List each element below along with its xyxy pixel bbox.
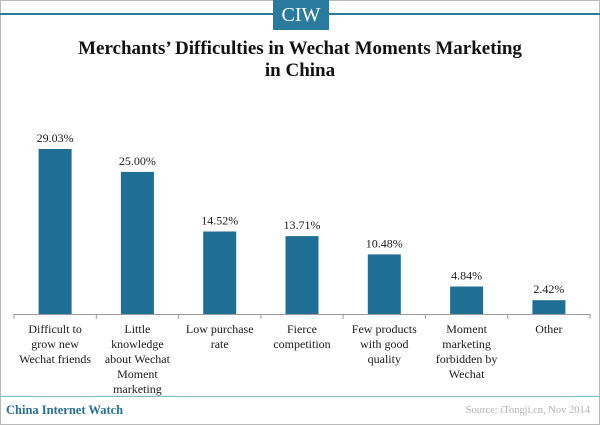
category-label-3: Low purchase rate bbox=[186, 322, 254, 351]
chart-title-line-2: in China bbox=[264, 60, 336, 81]
brand-footer: China Internet Watch bbox=[6, 403, 124, 417]
bottom-rule bbox=[0, 396, 600, 397]
value-label-6: 4.84% bbox=[451, 269, 482, 283]
bar-3 bbox=[203, 231, 237, 314]
value-label-3: 14.52% bbox=[201, 214, 238, 228]
category-label-7: Other bbox=[535, 322, 562, 336]
category-label-1: Difficult to grow new Wechat friends bbox=[19, 322, 91, 366]
category-label-5: Few products with good quality bbox=[352, 322, 417, 366]
chart-title-line-1: Merchants’ Difficulties in Wechat Moment… bbox=[78, 38, 522, 59]
category-label-6: Moment marketing forbidden by Wechat bbox=[436, 322, 498, 381]
bar-5 bbox=[367, 254, 401, 314]
value-label-1: 29.03% bbox=[37, 131, 74, 145]
category-label-4: Fierce competition bbox=[273, 322, 330, 351]
bar-2 bbox=[120, 171, 154, 314]
category-label-2: Little knowledge about Wechat Moment marketi… bbox=[105, 322, 171, 396]
brand-badge: CIW bbox=[273, 0, 329, 30]
value-label-2: 25.00% bbox=[119, 154, 156, 168]
bar-4 bbox=[285, 236, 319, 314]
value-label-7: 2.42% bbox=[533, 282, 564, 296]
bar-1 bbox=[38, 149, 72, 314]
value-label-4: 13.71% bbox=[284, 218, 321, 232]
bar-6 bbox=[450, 286, 484, 314]
source-note: Source: iTongji.cn, Nov 2014 bbox=[465, 405, 590, 416]
chart-title: Merchants’ Difficulties in Wechat Moment… bbox=[40, 38, 560, 82]
bar-7 bbox=[532, 300, 566, 314]
value-label-5: 10.48% bbox=[366, 236, 403, 250]
